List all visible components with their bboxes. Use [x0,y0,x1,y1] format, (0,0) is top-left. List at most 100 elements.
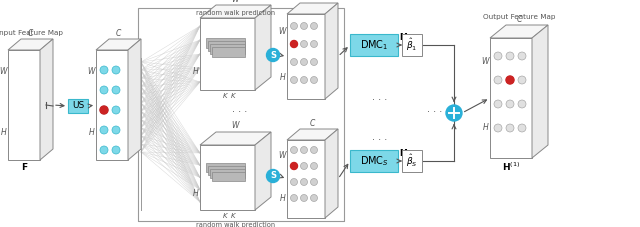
Text: · · ·: · · · [372,135,388,145]
Text: K: K [223,213,228,219]
Circle shape [518,76,526,84]
Text: W: W [232,121,239,131]
Text: H: H [483,123,488,133]
Circle shape [291,40,298,47]
Circle shape [100,66,108,74]
Bar [206,163,245,172]
Text: K: K [231,213,236,219]
Text: H: H [280,73,285,82]
Text: K: K [231,93,236,99]
Bar [212,47,245,57]
Bar [68,99,88,113]
Polygon shape [325,3,338,99]
Text: S: S [270,172,276,180]
Text: H: H [1,128,6,137]
Bar [138,8,344,221]
Circle shape [494,100,502,108]
Circle shape [301,76,307,84]
Circle shape [301,59,307,66]
Circle shape [494,124,502,132]
Circle shape [518,124,526,132]
Circle shape [301,163,307,170]
Polygon shape [8,39,53,50]
Text: H: H [89,128,95,137]
Text: W: W [278,27,285,35]
Polygon shape [287,3,338,14]
Circle shape [310,59,317,66]
Text: W: W [232,0,239,3]
Text: · · ·: · · · [428,107,443,117]
Circle shape [100,106,108,114]
Polygon shape [287,14,325,99]
Circle shape [112,66,120,74]
Text: Input Feature Map: Input Feature Map [0,30,63,36]
Circle shape [310,163,317,170]
Polygon shape [287,129,338,140]
Polygon shape [325,129,338,218]
Circle shape [310,146,317,153]
Circle shape [112,106,120,114]
Polygon shape [96,50,128,160]
Circle shape [291,40,298,47]
Circle shape [301,22,307,30]
Text: random walk prediction: random walk prediction [196,222,275,227]
Text: C: C [516,15,522,24]
Circle shape [291,178,298,185]
Text: W: W [87,67,95,76]
Circle shape [291,163,298,170]
Text: Output Feature Map: Output Feature Map [483,14,556,20]
Polygon shape [490,38,532,158]
Text: DMC$_S$: DMC$_S$ [360,154,388,168]
Bar [206,38,245,48]
Circle shape [506,76,514,84]
Text: DMC$_1$: DMC$_1$ [360,38,388,52]
Circle shape [506,76,514,84]
Polygon shape [287,140,325,218]
Circle shape [291,195,298,202]
Circle shape [506,100,514,108]
Bar [210,169,245,178]
Circle shape [494,76,502,84]
Circle shape [100,86,108,94]
Circle shape [112,146,120,154]
Polygon shape [255,5,271,90]
Circle shape [291,146,298,153]
Circle shape [494,52,502,60]
Polygon shape [8,50,40,160]
Circle shape [291,76,298,84]
Text: H: H [193,67,198,76]
Circle shape [310,22,317,30]
Bar [210,44,245,54]
Text: W: W [0,67,6,76]
Text: C: C [116,29,121,37]
Circle shape [446,105,462,121]
Text: $\mathbf{M}_S$: $\mathbf{M}_S$ [399,148,412,160]
Text: W: W [481,57,488,67]
Circle shape [310,40,317,47]
Text: · · ·: · · · [372,95,388,105]
Circle shape [506,52,514,60]
Circle shape [112,86,120,94]
Text: random walk prediction: random walk prediction [196,10,275,16]
Polygon shape [128,39,141,160]
Bar [208,166,245,175]
Text: $\hat{\beta}_S$: $\hat{\beta}_S$ [406,153,418,169]
Text: · · ·: · · · [232,107,248,117]
Circle shape [301,40,307,47]
Bar [212,172,245,181]
Circle shape [506,124,514,132]
Text: C: C [310,0,315,2]
Circle shape [301,178,307,185]
Circle shape [301,195,307,202]
Polygon shape [255,132,271,210]
Bar [402,34,422,56]
Circle shape [100,126,108,134]
Circle shape [100,146,108,154]
Text: C: C [310,118,315,128]
Polygon shape [96,39,141,50]
Text: $\hat{\beta}_1$: $\hat{\beta}_1$ [406,37,418,53]
Text: C: C [28,29,33,37]
Text: F: F [21,163,27,172]
Polygon shape [200,18,255,90]
Text: US: US [72,101,84,111]
